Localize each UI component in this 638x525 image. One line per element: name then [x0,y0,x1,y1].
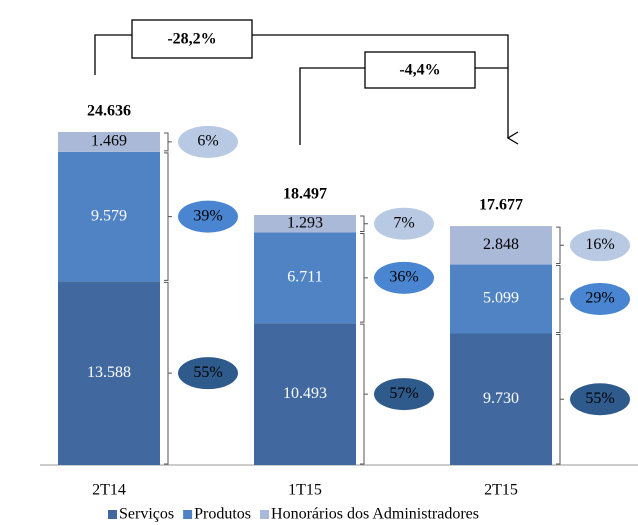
bracket [360,215,368,232]
value-label: 1.469 [91,133,127,150]
share-label: 55% [585,390,614,407]
x-tick-label: 2T15 [484,482,518,499]
value-label: 13.588 [87,364,131,381]
share-bubble [178,125,238,158]
share-bubble [570,383,630,416]
bar-segment [58,132,160,152]
bar-segment [254,232,356,324]
bracket [556,226,564,265]
legend-swatch [108,510,117,519]
share-bubble [178,357,238,390]
share-label: 36% [389,268,418,285]
bracket [360,323,368,465]
share-bubble [374,261,434,294]
share-bubble [374,378,434,411]
share-bubble [178,200,238,233]
bar-segment [450,264,552,334]
annotation: -28,2% [167,31,216,48]
value-label: 9.579 [91,207,127,224]
legend-label: Honorários dos Administradores [271,506,479,523]
bracket [164,152,172,281]
share-label: 55% [193,364,222,381]
legend-swatch [183,510,193,519]
bracket [360,232,368,323]
value-label: 10.493 [283,385,327,402]
annotation-box [364,51,476,89]
bar-segment [254,214,356,233]
share-bubble [374,207,434,240]
value-label: 6.711 [287,268,322,285]
bar-segment [254,323,356,465]
bracket [556,265,564,333]
legend-label: Serviços [119,506,174,523]
share-label: 6% [197,133,218,150]
value-label: 1.293 [287,214,323,231]
share-label: 57% [389,385,418,402]
bracket [556,333,564,465]
bar-segment [58,281,160,465]
legend-swatch [260,510,270,519]
share-bubble [570,229,630,262]
total-label: 24.636 [87,103,131,120]
x-tick-label: 2T14 [92,482,126,499]
value-label: 9.730 [483,390,519,407]
annotation: -4,4% [399,62,440,79]
bracket [164,132,172,152]
bar-segment [450,333,552,465]
share-bubble [570,283,630,316]
share-label: 16% [585,236,614,253]
share-label: 29% [585,290,614,307]
annotation-box [131,19,253,59]
value-label: 5.099 [483,290,519,307]
value-label: 2.848 [483,236,519,253]
legend-label: Produtos [194,506,251,523]
share-label: 39% [193,207,222,224]
total-label: 18.497 [283,186,327,203]
bracket [164,281,172,465]
bar-segment [450,226,552,265]
x-tick-label: 1T15 [288,482,322,499]
bar-segment [58,151,160,282]
total-label: 17.677 [479,197,523,214]
share-label: 7% [393,214,414,231]
